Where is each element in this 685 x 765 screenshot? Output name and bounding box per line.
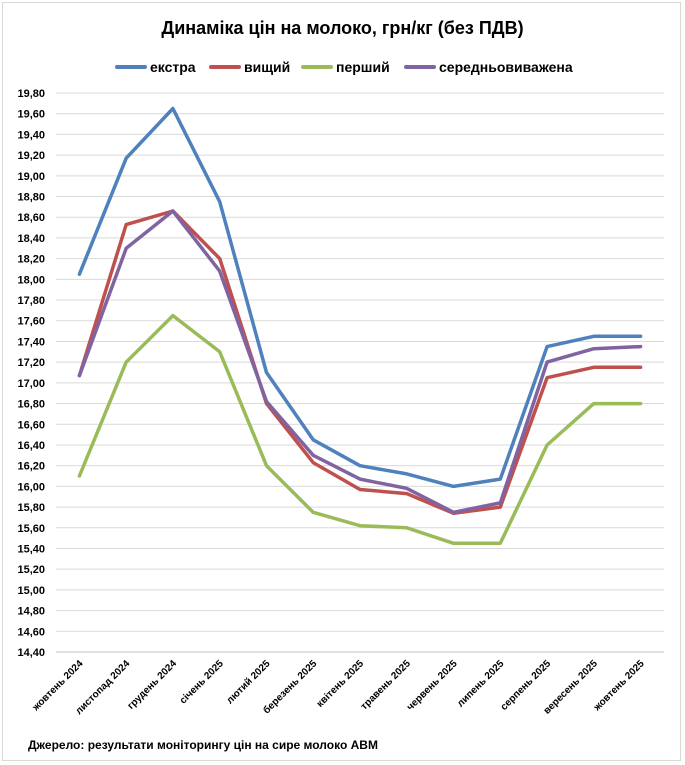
y-axis-ticks: 14,40 14,60 14,80 15,00 15,20 15,40 15,60 15,80… xyxy=(17,88,45,659)
series-line-serednio xyxy=(77,209,643,515)
y-tick-label: 14,80 xyxy=(17,606,45,618)
y-tick-label: 18,40 xyxy=(17,233,45,245)
x-tick-label: грудень 2024 xyxy=(126,658,180,712)
legend-label-vyshchyi: вищий xyxy=(244,59,291,75)
y-tick-label: 17,60 xyxy=(17,316,45,328)
y-tick-label: 15,40 xyxy=(17,543,45,555)
series-line-ekstra xyxy=(77,106,643,489)
y-tick-label: 19,40 xyxy=(17,129,45,141)
chart-title: Динаміка цін на молоко, грн/кг (без ПДВ) xyxy=(161,18,524,38)
y-tick-label: 14,60 xyxy=(17,626,45,638)
y-tick-label: 19,00 xyxy=(17,171,45,183)
x-tick-label: квітень 2025 xyxy=(315,658,367,710)
chart-legend: екстра вищий перший середньовиважена xyxy=(0,57,685,77)
series-line-pershyi xyxy=(77,313,643,546)
legend-swatch-serednio xyxy=(404,65,436,69)
legend-label-ekstra: екстра xyxy=(150,59,196,75)
legend-label-pershyi: перший xyxy=(336,59,390,75)
y-tick-label: 15,80 xyxy=(17,502,45,514)
y-tick-label: 15,00 xyxy=(17,585,45,597)
legend-swatch-ekstra xyxy=(115,65,147,69)
legend-item-serednio: середньовиважена xyxy=(404,57,573,77)
y-tick-label: 18,20 xyxy=(17,254,45,266)
y-tick-label: 16,80 xyxy=(17,399,45,411)
x-tick-label: червень 2025 xyxy=(405,658,460,713)
y-tick-label: 17,00 xyxy=(17,378,45,390)
y-tick-label: 19,80 xyxy=(17,88,45,100)
x-tick-label: лютий 2025 xyxy=(225,658,273,706)
legend-label-serednio: середньовиважена xyxy=(439,59,573,75)
source-note: Джерело: результати моніторингу цін на с… xyxy=(28,738,378,752)
y-tick-label: 15,60 xyxy=(17,523,45,535)
y-tick-label: 15,20 xyxy=(17,564,45,576)
y-tick-label: 18,80 xyxy=(17,192,45,204)
y-tick-label: 16,00 xyxy=(17,481,45,493)
y-tick-label: 14,40 xyxy=(17,647,45,659)
series-lines xyxy=(77,106,643,546)
x-tick-label: січень 2025 xyxy=(178,658,226,706)
legend-swatch-vyshchyi xyxy=(209,65,241,69)
grid-lines xyxy=(56,92,664,653)
legend-item-vyshchyi: вищий xyxy=(209,57,290,77)
legend-item-ekstra: екстра xyxy=(115,57,196,77)
y-tick-label: 16,40 xyxy=(17,440,45,452)
y-tick-label: 17,80 xyxy=(17,295,45,307)
y-tick-label: 19,60 xyxy=(17,109,45,121)
legend-swatch-pershyi xyxy=(301,65,333,69)
y-tick-label: 18,60 xyxy=(17,212,45,224)
y-tick-label: 17,40 xyxy=(17,336,45,348)
x-tick-label: липень 2025 xyxy=(455,658,506,709)
legend-item-pershyi: перший xyxy=(301,57,390,77)
y-tick-label: 16,20 xyxy=(17,461,45,473)
y-tick-label: 19,20 xyxy=(17,150,45,162)
y-tick-label: 17,20 xyxy=(17,357,45,369)
y-tick-label: 18,00 xyxy=(17,274,45,286)
y-tick-label: 16,60 xyxy=(17,419,45,431)
